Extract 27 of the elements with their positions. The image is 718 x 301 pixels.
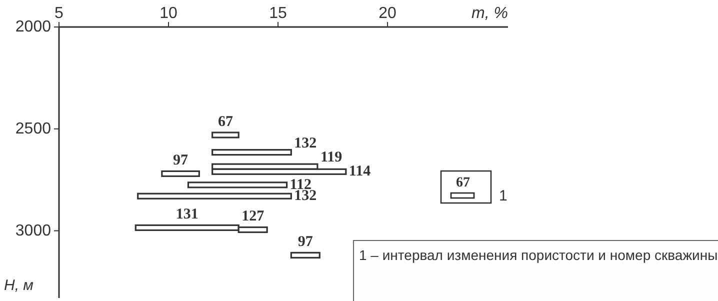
x-tick-label: 15 <box>269 5 288 22</box>
bar <box>290 252 320 259</box>
legend-title: 1 <box>499 188 508 204</box>
x-tick-label: 20 <box>378 5 397 22</box>
y-tick-label: 3000 <box>15 222 52 240</box>
key-sample: 67 1 <box>440 170 508 204</box>
bar <box>137 192 292 200</box>
annotation: 132 <box>294 135 317 152</box>
bar <box>212 149 292 156</box>
y-tick-label: 2000 <box>15 18 52 36</box>
annotation: 114 <box>348 164 372 180</box>
annotation: 97 <box>173 152 189 169</box>
y-tick-label: 2500 <box>15 120 52 138</box>
x-axis-title: m, % <box>472 5 508 22</box>
bar <box>187 182 288 188</box>
annotation: 67 <box>456 176 470 190</box>
y-axis-title: H, м <box>4 277 34 294</box>
annotation: 131 <box>176 206 198 223</box>
note-box: 1 – интервал изменения пористости и номер скважины <box>353 240 718 301</box>
annotation: 97 <box>298 234 314 250</box>
bar <box>212 132 240 138</box>
annotation: 67 <box>218 114 234 130</box>
annotation: 119 <box>320 150 342 166</box>
annotation: 127 <box>242 208 265 225</box>
x-tick-label: 5 <box>54 5 64 22</box>
x-tick-label: 10 <box>160 5 178 22</box>
bar <box>161 170 200 178</box>
